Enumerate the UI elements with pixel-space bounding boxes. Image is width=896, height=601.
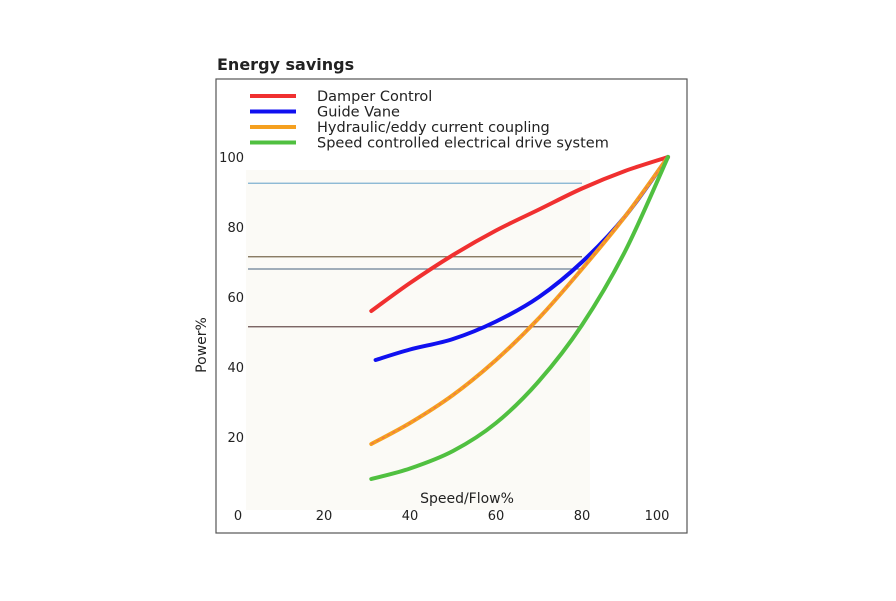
y-axis-label: Power% [194, 317, 210, 373]
series-line-3 [369, 155, 670, 481]
x-tick-label: 100 [645, 509, 670, 524]
legend-label-2: Hydraulic/eddy current coupling [317, 120, 550, 136]
y-tick-label: 60 [227, 291, 244, 306]
y-tick-label: 40 [227, 361, 244, 376]
x-tick-label: 80 [574, 509, 591, 524]
y-tick-label: 20 [227, 431, 244, 446]
legend-label-1: Guide Vane [317, 105, 400, 121]
y-tick-label: 100 [219, 151, 244, 166]
x-tick-label: 40 [402, 509, 419, 524]
chart-title: Energy savings [217, 55, 354, 74]
series-line-0 [369, 155, 670, 313]
x-tick-label: 60 [488, 509, 505, 524]
series-line-2-texture [371, 156, 669, 445]
plot-area-shading [246, 170, 590, 510]
y-tick-label: 80 [227, 221, 244, 236]
legend-label-3: Speed controlled electrical drive system [317, 136, 609, 152]
x-tick-label: 20 [316, 509, 333, 524]
legend-label-0: Damper Control [317, 89, 432, 105]
x-tick-label: 0 [234, 509, 242, 524]
x-axis-label: Speed/Flow% [420, 491, 514, 507]
